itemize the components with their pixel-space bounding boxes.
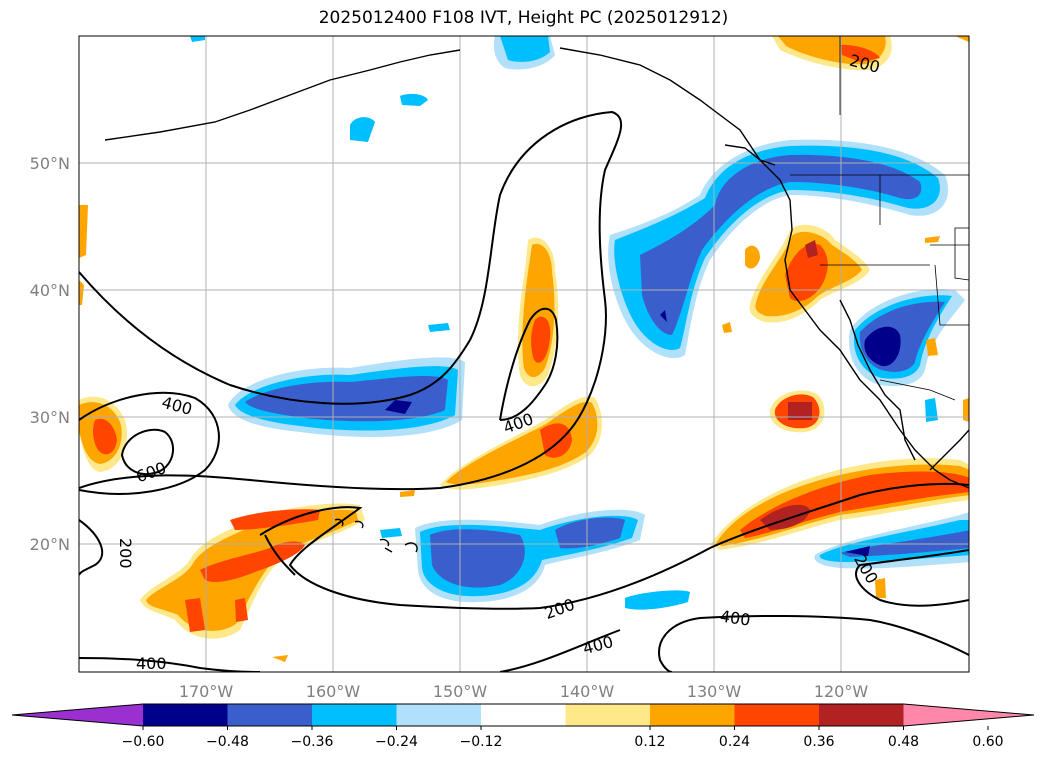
borders — [790, 36, 969, 401]
colorbar-tick-label: 0.12 — [634, 734, 665, 750]
colorbar-tick-label: −0.24 — [375, 734, 418, 750]
colorbar-tick-label: −0.12 — [460, 734, 503, 750]
negative-ivt-fields — [190, 36, 969, 610]
lat-label: 40°N — [30, 281, 70, 300]
lat-label: 20°N — [30, 535, 70, 554]
colorbar-bin — [312, 704, 397, 726]
lon-label: 160°W — [306, 682, 361, 701]
lon-label: 120°W — [814, 682, 869, 701]
colorbar-tick-label: 0.36 — [803, 734, 834, 750]
plot-title: 2025012400 F108 IVT, Height PC (20250129… — [318, 8, 729, 28]
colorbar-tick-label: 0.60 — [972, 734, 1003, 750]
lat-label: 50°N — [30, 154, 70, 173]
gridlines — [79, 36, 969, 672]
contour-label: 200 — [116, 538, 135, 569]
colorbar-tick-label: −0.60 — [122, 734, 165, 750]
coastlines — [104, 47, 969, 553]
colorbar-bin — [143, 704, 228, 726]
lon-label: 130°W — [687, 682, 742, 701]
lon-label: 140°W — [560, 682, 615, 701]
lon-label: 150°W — [433, 682, 488, 701]
lat-label: 30°N — [30, 408, 70, 427]
colorbar-bin — [481, 704, 566, 726]
colorbar-tick-label: −0.36 — [291, 734, 334, 750]
longitude-labels: 170°W 160°W 150°W 140°W 130°W 120°W — [179, 682, 869, 701]
map-layers: 200 400 600 200 400 200 400 400 200 400 — [79, 36, 969, 673]
colorbar-bin — [734, 704, 820, 726]
contour-label: 400 — [719, 607, 752, 630]
colorbar-tick-label: 0.48 — [888, 734, 919, 750]
contour-label: 400 — [136, 654, 167, 673]
colorbar-bin — [819, 704, 904, 726]
colorbar-tick-label: −0.48 — [206, 734, 249, 750]
colorbar-bin — [227, 704, 313, 726]
positive-ivt-fields — [79, 36, 969, 662]
colorbar-extend-low — [12, 704, 143, 726]
lon-label: 170°W — [179, 682, 234, 701]
colorbar: −0.60 −0.48 −0.36 −0.24 −0.12 0.12 0.24 0.36 0.4… — [11, 703, 1035, 750]
latitude-labels: 50°N 40°N 30°N 20°N — [30, 154, 70, 554]
colorbar-tick-label: 0.24 — [719, 734, 750, 750]
colorbar-bin — [396, 704, 482, 726]
colorbar-bin — [650, 704, 735, 726]
colorbar-extend-high — [903, 704, 1034, 726]
map-frame — [78, 35, 970, 673]
colorbar-bin — [565, 704, 651, 726]
